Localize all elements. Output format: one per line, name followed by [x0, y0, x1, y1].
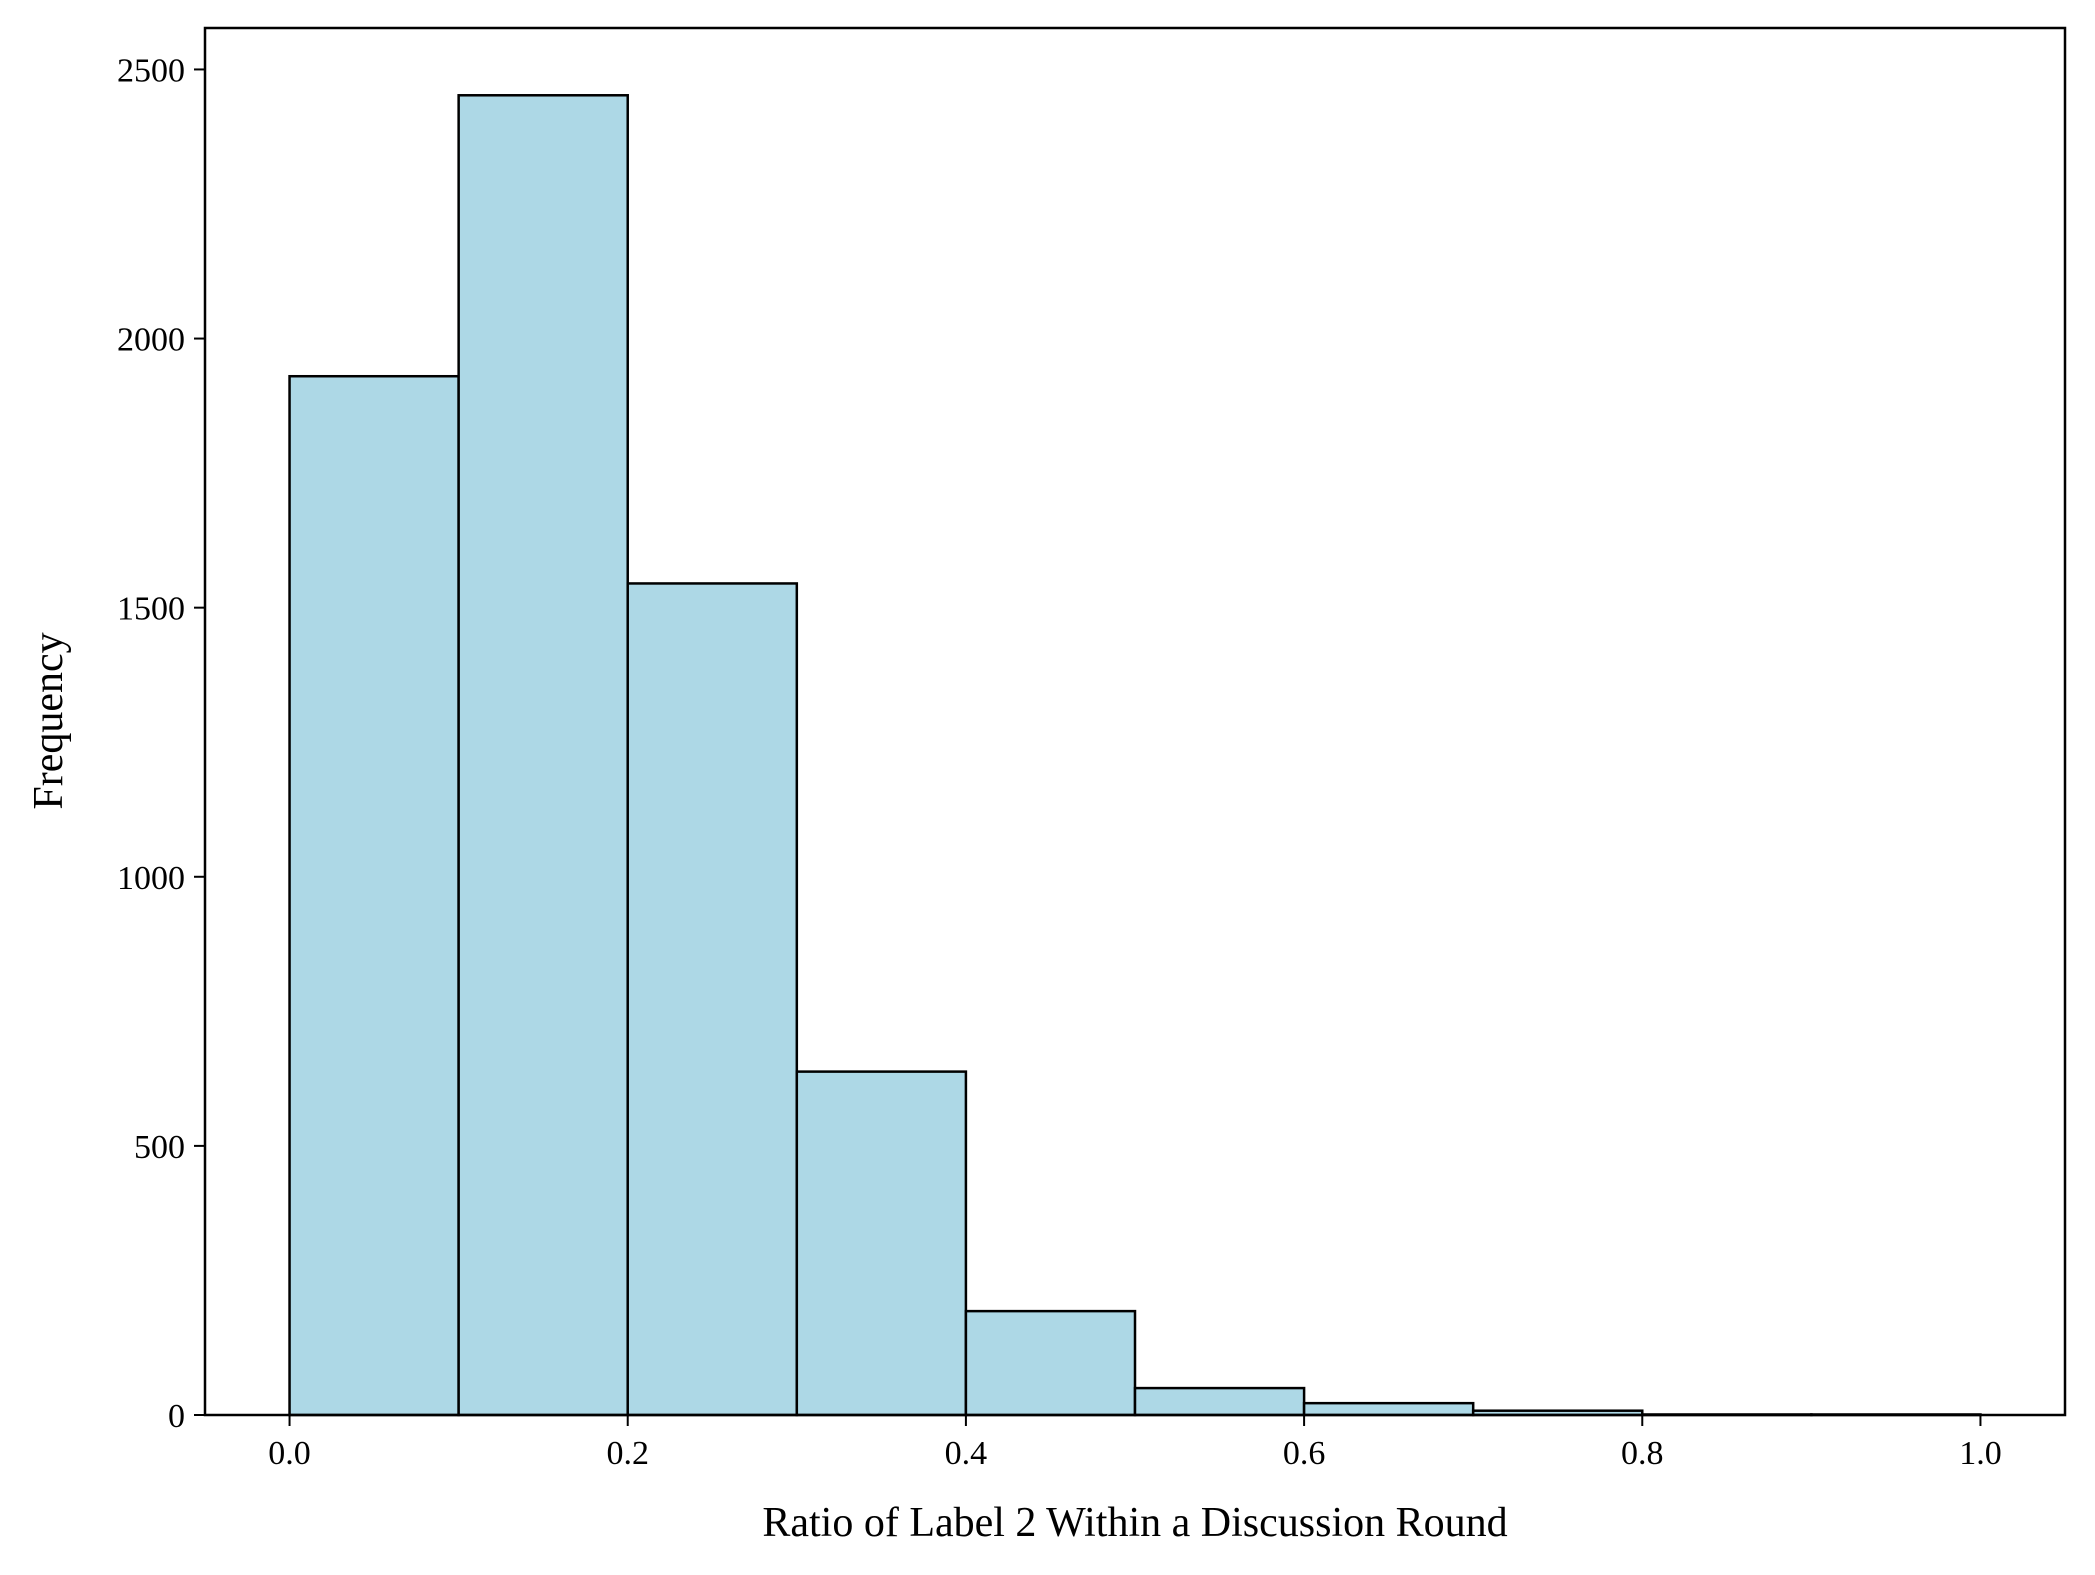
x-axis-ticks: 0.0 0.2 0.4 0.6 0.8 1.0 [268, 1415, 2002, 1472]
y-tick-label: 1000 [117, 860, 185, 897]
x-tick-label: 0.4 [945, 1435, 988, 1472]
y-tick-label: 0 [168, 1398, 185, 1435]
x-tick-label: 0.0 [268, 1435, 311, 1472]
y-tick-label: 1500 [117, 591, 185, 628]
y-tick-label: 2500 [117, 52, 185, 89]
histogram-bar-0 [288, 374, 460, 1417]
x-tick-label: 0.2 [606, 1435, 649, 1472]
plot-frame [203, 26, 2067, 1417]
y-tick-label: 500 [134, 1129, 185, 1166]
histogram-bar-4 [964, 1309, 1137, 1417]
x-tick-label: 0.6 [1283, 1435, 1326, 1472]
histogram-bar-3 [795, 1070, 968, 1417]
y-axis-ticks: 0 500 1000 1500 2000 2500 [117, 52, 205, 1435]
histogram-bar-5 [1133, 1386, 1306, 1417]
histogram-bar-2 [626, 582, 799, 1417]
x-tick-label: 0.8 [1621, 1435, 1664, 1472]
histogram-bars [288, 94, 1982, 1417]
histogram-bar-6 [1302, 1401, 1475, 1417]
y-tick-label: 2000 [117, 322, 185, 359]
histogram-bar-1 [457, 94, 629, 1417]
x-tick-label: 1.0 [1959, 1435, 2002, 1472]
x-axis-label: Ratio of Label 2 Within a Discussion Rou… [762, 1500, 1507, 1546]
y-axis-label: Frequency [26, 632, 72, 809]
